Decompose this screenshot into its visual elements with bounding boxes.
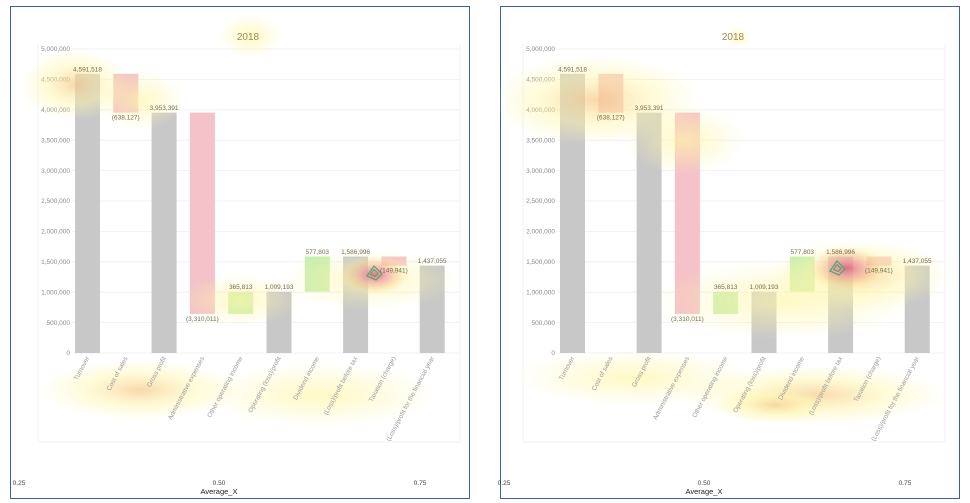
bar-3 — [151, 112, 177, 354]
x-axis-tick: 0.25 — [498, 480, 511, 487]
y-tick-label: 5,000,000 — [41, 46, 70, 53]
y-tick-label: 3,000,000 — [526, 168, 555, 175]
data-label-10: 1,437,055 — [418, 258, 447, 265]
y-tick-label: 2,000,000 — [41, 229, 70, 236]
data-label-9: (149,941) — [865, 268, 893, 275]
y-tick-label: 500,000 — [47, 320, 71, 327]
heat-blob — [340, 255, 410, 295]
heat-blob — [724, 27, 752, 47]
data-label-2: (638,127) — [112, 115, 140, 122]
chart-title: 2018 — [722, 32, 745, 43]
data-label-4: (3,310,011) — [671, 316, 704, 323]
y-tick-label: 1,000,000 — [41, 289, 70, 296]
y-tick-label: 3,500,000 — [41, 137, 70, 144]
x-axis-tick: 0.75 — [899, 480, 912, 487]
y-tick-label: 500,000 — [532, 320, 556, 327]
x-axis-title: Average_X — [201, 487, 238, 496]
data-label-4: (3,310,011) — [186, 316, 219, 323]
y-tick-label: 3,000,000 — [41, 168, 70, 175]
x-axis-title: Average_X — [686, 487, 723, 496]
heatmap-overlay — [20, 14, 460, 427]
y-tick-label: 2,000,000 — [526, 229, 555, 236]
data-label-6: 1,009,193 — [750, 284, 779, 291]
data-label-6: 1,009,193 — [265, 284, 294, 291]
bar-1 — [75, 73, 100, 354]
heat-blob — [807, 246, 887, 290]
left-chart: 0 500,000 1,000,000 1,500,000 2,000,000 2,500… — [13, 14, 461, 496]
y-tick-label: 2,500,000 — [526, 198, 555, 205]
data-label-3: 3,953,391 — [635, 105, 664, 112]
heat-blob — [200, 363, 440, 427]
data-label-3: 3,953,391 — [150, 105, 179, 112]
y-tick-label: 1,000,000 — [526, 289, 555, 296]
y-tick-label: 3,500,000 — [526, 137, 555, 144]
contour-marker — [832, 263, 842, 273]
y-tick-label: 0 — [551, 350, 555, 357]
data-label-5: 365,813 — [714, 284, 738, 291]
heat-blob — [95, 70, 185, 130]
data-label-1: 4,591,518 — [558, 66, 587, 73]
contour-marker — [366, 265, 383, 281]
data-label-1: 4,591,518 — [73, 66, 102, 73]
y-tick-label: 5,000,000 — [526, 46, 555, 53]
x-axis-tick: 0.25 — [13, 480, 26, 487]
data-label-7: 577,803 — [306, 249, 330, 256]
x-axis-tick: 0.75 — [414, 480, 427, 487]
right-chart: 0 500,000 1,000,000 1,500,000 2,000,000 2,500… — [490, 27, 950, 496]
contour-marker — [369, 268, 379, 278]
heat-blob — [40, 360, 240, 420]
y-tick-label: 2,500,000 — [41, 198, 70, 205]
data-label-2: (638,127) — [597, 115, 625, 122]
data-labels: 4,591,518 (638,127) 3,953,391 (3,310,011) 36… — [558, 66, 932, 323]
data-label-9: (149,941) — [380, 268, 408, 275]
chart-title: 2018 — [237, 32, 260, 43]
x-axis-tick: 0.50 — [698, 480, 711, 487]
data-labels: 4,591,518 (638,127) 3,953,391 (3,310,011) 36… — [73, 66, 447, 323]
y-tick-label: 1,500,000 — [41, 259, 70, 266]
x-axis-tick: 0.50 — [213, 480, 226, 487]
data-label-7: 577,803 — [791, 249, 815, 256]
data-label-5: 365,813 — [229, 284, 253, 291]
heat-blob — [218, 14, 282, 58]
data-label-10: 1,437,055 — [903, 258, 932, 265]
data-label-8: 1,586,996 — [826, 249, 855, 256]
y-tick-label: 1,500,000 — [526, 259, 555, 266]
heat-blob — [715, 387, 835, 423]
y-tick-label: 0 — [66, 350, 70, 357]
heat-blob — [180, 275, 300, 325]
data-label-8: 1,586,996 — [341, 249, 370, 256]
heat-blob — [625, 105, 745, 175]
heatmap-overlay — [490, 27, 950, 425]
contour-marker — [829, 260, 846, 276]
